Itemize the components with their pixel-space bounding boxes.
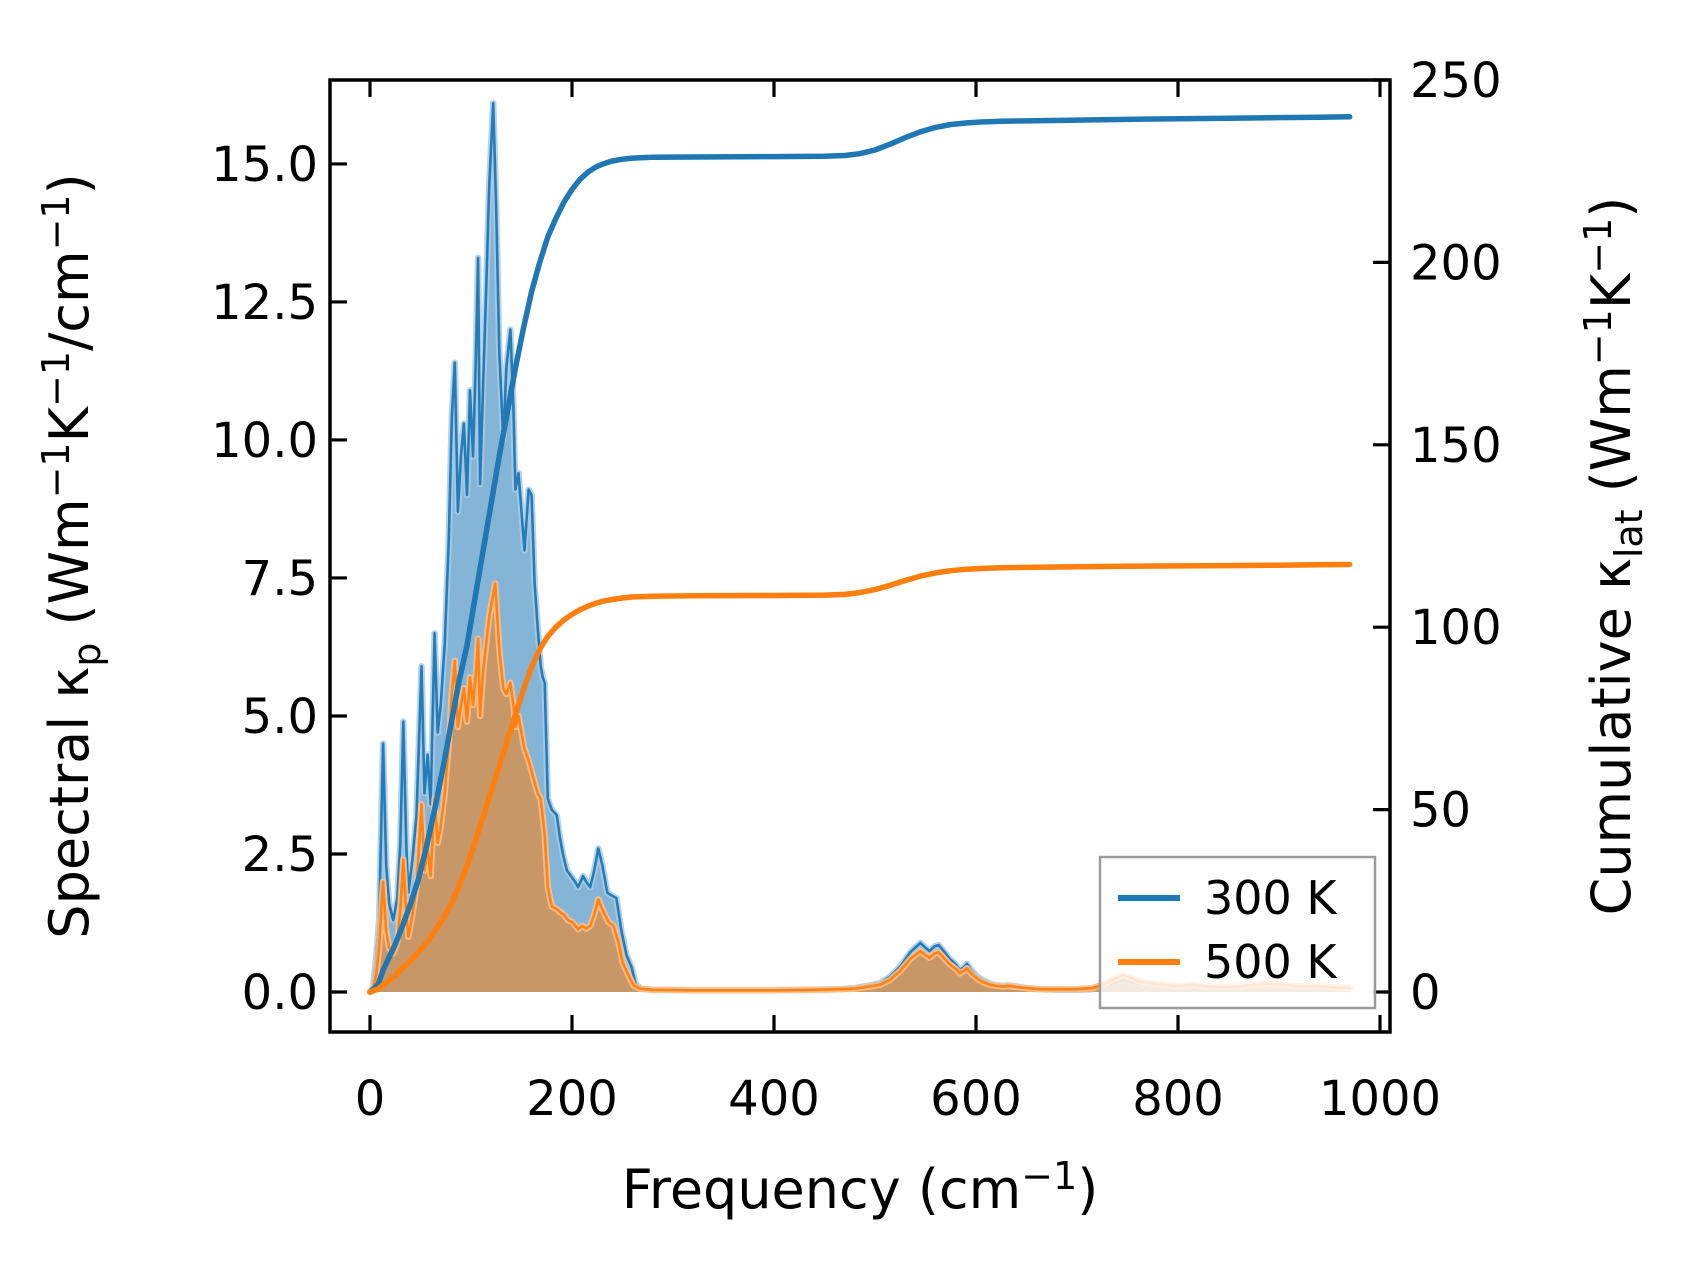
x-tick-label: 400 [728,1071,820,1127]
x-tick-label: 0 [355,1071,386,1127]
y-right-tick-label: 100 [1410,600,1502,656]
y-left-tick-label: 7.5 [242,551,318,607]
y-left-axis-label: Spectral κp (Wm−1K−1/cm−1) [34,173,109,938]
legend: 300 K 500 K [1098,855,1377,1010]
x-axis-label: Frequency (cm−1) [622,1154,1099,1221]
axis-labels: Frequency (cm−1) Spectral κp (Wm−1K−1/cm−… [34,173,1651,1221]
legend-label: 300 K [1204,871,1338,925]
300 K cumulative-curve [367,114,1353,995]
x-tick-label: 600 [930,1071,1022,1127]
cumulative-line-series [367,114,1353,995]
axes-frame [328,78,1392,1034]
y-left-tick-label: 5.0 [242,689,318,745]
y-right-tick-label: 50 [1410,783,1471,839]
y-right-axis-label: Cumulative κlat (Wm−1K−1) [1576,197,1651,916]
y-left-tick-label: 2.5 [242,827,318,883]
spectral-area-series [366,99,1353,996]
x-tick-label: 1000 [1319,1071,1441,1127]
plot-spines [328,78,1392,1034]
500 K spectral-fill [370,583,1350,992]
y-right-tick-label: 0 [1410,965,1441,1021]
500 K cumulative-curve [367,561,1353,995]
y-left-tick-label: 10.0 [211,413,318,469]
y-right-tick-label: 200 [1410,235,1502,291]
tick-labels: 0 200 400 600 800 10000.02.55.07.510.012.515.… [211,53,1502,1127]
y-left-tick-label: 0.0 [242,965,318,1021]
legend-label: 500 K [1204,935,1338,989]
y-right-tick-label: 250 [1410,53,1502,109]
x-tick-label: 200 [526,1071,618,1127]
legend-box [1098,855,1377,1010]
x-tick-label: 800 [1132,1071,1224,1127]
y-left-tick-label: 12.5 [211,275,318,331]
y-left-tick-label: 15.0 [211,137,318,193]
y-right-tick-label: 150 [1410,418,1502,474]
500 K spectral-edge [368,582,1351,994]
